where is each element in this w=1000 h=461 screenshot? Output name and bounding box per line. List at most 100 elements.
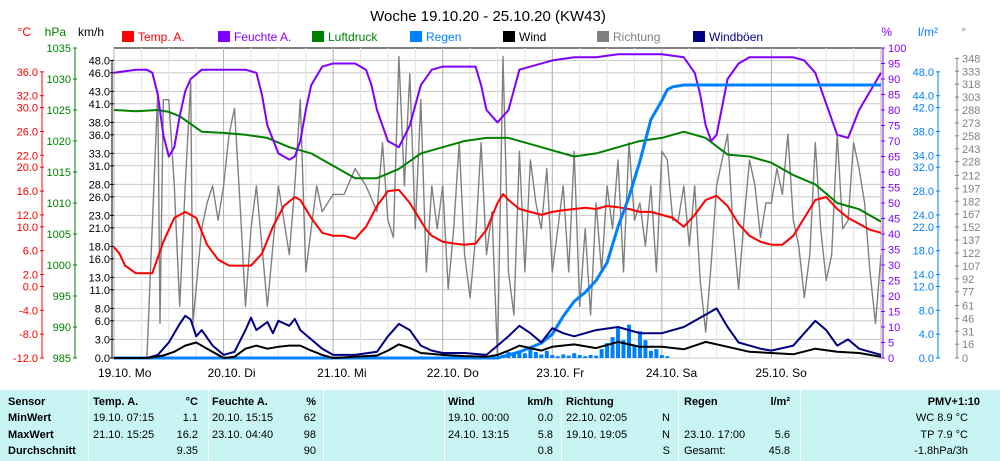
rain-bar xyxy=(583,356,588,358)
stats-wind-value: 0.0 xyxy=(537,412,553,424)
axis-tick-label: 31 xyxy=(962,326,974,338)
rain-bar xyxy=(517,350,522,358)
axis-tick-label: 22.0 xyxy=(17,150,38,162)
axis-tick-label: 333 xyxy=(962,66,980,78)
axis-tick-label: 77 xyxy=(962,287,974,299)
axis-tick-label: 8.0 xyxy=(95,303,110,315)
x-day-label: 24.10. Sa xyxy=(646,366,698,380)
axis-tick-label: 1010 xyxy=(47,198,71,210)
x-day-label: 19.10. Mo xyxy=(98,366,152,380)
stats-header-temp: Temp. A. xyxy=(93,396,139,408)
stats-temp-value: 16.2 xyxy=(176,429,198,441)
axis-tick-label: 303 xyxy=(962,92,980,104)
axis-unit-label: l/m² xyxy=(918,25,938,39)
legend-swatch xyxy=(122,31,134,42)
axis-tick-label: 1005 xyxy=(47,229,71,241)
stats-temp-value: 1.1 xyxy=(182,412,198,424)
axis-tick-label: 50 xyxy=(888,198,900,210)
axis-tick-label: 6.0 xyxy=(23,246,38,258)
rain-bar xyxy=(572,353,577,358)
axis-tick-label: 258 xyxy=(962,131,980,143)
stats-pmv-value: TP 7.9 °C xyxy=(920,429,968,441)
axis-tick-label: 23.0 xyxy=(89,210,110,222)
axis-tick-label: 318 xyxy=(962,79,980,91)
axis-tick-label: 990 xyxy=(53,322,71,334)
stats-direction-time: 19.10. 19:05 xyxy=(566,429,628,441)
rain-bar xyxy=(632,346,637,358)
axis-tick-label: 31.0 xyxy=(89,161,110,173)
rain-bar xyxy=(605,343,610,358)
x-day-label: 21.10. Mi xyxy=(317,366,366,380)
axis-tick-label: 100 xyxy=(888,43,906,55)
stats-row-label: Durchschnitt xyxy=(8,445,76,457)
stats-rain-time: 23.10. 17:00 xyxy=(684,429,746,441)
axis-tick-label: 13.0 xyxy=(89,272,110,284)
axis-tick-label: 65 xyxy=(888,152,900,164)
stats-humidity-value: 98 xyxy=(303,429,316,441)
axis-tick-label: 92 xyxy=(962,274,974,286)
axis-tick-label: 34.0 xyxy=(913,150,934,162)
rain-bar xyxy=(616,328,621,358)
legend-label: Wind xyxy=(519,30,546,44)
series-lines xyxy=(113,53,882,360)
legend-label: Richtung xyxy=(613,30,660,44)
series-line-wind xyxy=(114,340,882,359)
stats-header-pmv: PMV+1:10 xyxy=(927,396,980,408)
stats-rain-time: Gesamt: xyxy=(684,445,726,457)
rain-bar xyxy=(659,355,664,358)
stats-direction-value: S xyxy=(662,445,670,457)
stats-header-humidity: Feuchte A. xyxy=(212,396,268,408)
stats-wind-time: 24.10. 13:15 xyxy=(448,429,510,441)
stats-header-sensor: Sensor xyxy=(8,396,46,408)
axis-tick-label: 0.0 xyxy=(919,353,934,365)
legend-swatch xyxy=(693,31,705,42)
axis-tick-label: 90 xyxy=(888,74,900,86)
rain-bar xyxy=(643,340,648,358)
stats-header-rain: Regen xyxy=(684,396,718,408)
axis-tick-label: 1035 xyxy=(47,43,71,55)
axis-tick-label: 15 xyxy=(888,307,900,319)
stats-direction-time: 22.10. 02:05 xyxy=(566,412,628,424)
axis-tick-label: 35 xyxy=(888,245,900,257)
axis-tick-label: 32.0 xyxy=(17,91,38,103)
axis-tick-label: 44.0 xyxy=(913,91,934,103)
axis-tick-label: 40 xyxy=(888,229,900,241)
stats-table: Sensor Temp. A. °C Feuchte A. % Wind km/… xyxy=(0,390,1000,461)
axis-tick-label: 48.0 xyxy=(89,55,110,67)
axis-tick-label: 985 xyxy=(53,353,71,365)
axis-tick-label: 30 xyxy=(888,260,900,272)
axis-tick-label: -4.0 xyxy=(19,305,38,317)
stats-wind-value: 5.8 xyxy=(537,429,553,441)
stats-header-wind: Wind xyxy=(448,396,475,408)
legend-label: Temp. A. xyxy=(138,30,185,44)
axis-tick-label: 28.0 xyxy=(89,179,110,191)
rain-bar xyxy=(566,355,571,358)
rain-bar xyxy=(533,352,538,358)
stats-rain-value: 45.8 xyxy=(768,445,790,457)
series-line-regen xyxy=(114,83,881,360)
axis-tick-label: 42.0 xyxy=(913,103,934,115)
legend-swatch xyxy=(312,31,324,42)
stats-direction-value: N xyxy=(662,429,670,441)
axis-tick-label: 243 xyxy=(962,144,980,156)
axis-tick-label: 18.0 xyxy=(89,241,110,253)
stats-temp-time: 19.10. 07:15 xyxy=(93,412,155,424)
axis-tick-label: 80 xyxy=(888,105,900,117)
axis-tick-label: 33.0 xyxy=(89,148,110,160)
axis-tick-label: 85 xyxy=(888,90,900,102)
stats-humidity-time: 20.10. 15:15 xyxy=(212,412,274,424)
axis-tick-label: 55 xyxy=(888,183,900,195)
axis-tick-label: 61 xyxy=(962,300,974,312)
axis-tick-label: 1025 xyxy=(47,105,71,117)
axis-tick-label: 20 xyxy=(888,291,900,303)
axis-tick-label: -12.0 xyxy=(13,353,38,365)
series-line-luftdruck xyxy=(113,109,882,223)
axis-tick-label: 4.0 xyxy=(919,329,934,341)
legend-swatch xyxy=(597,31,609,42)
stats-wind-time: 19.10. 00:00 xyxy=(448,412,510,424)
rain-bar xyxy=(654,349,659,358)
axis-tick-label: 167 xyxy=(962,209,980,221)
axis-unit-label: km/h xyxy=(78,25,104,39)
axis-unit-label: hPa xyxy=(45,25,67,39)
axis-tick-label: 0 xyxy=(962,353,968,365)
